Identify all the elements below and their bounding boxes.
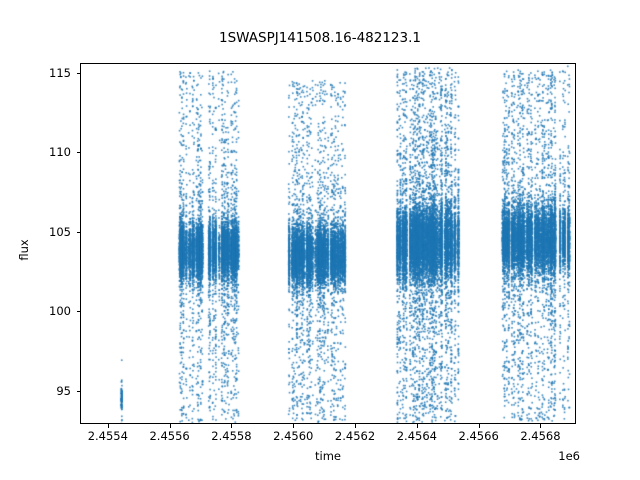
y-tick-mark (76, 390, 80, 392)
x-axis-offset-label: 1e6 (558, 449, 580, 463)
x-tick-label: 2.4562 (334, 429, 376, 443)
x-tick-label: 2.4560 (273, 429, 314, 443)
y-axis-label: flux (17, 239, 31, 261)
x-tick-mark (355, 424, 357, 428)
x-axis-label: time (315, 449, 341, 463)
y-tick-label: 100 (49, 304, 71, 319)
y-tick-mark (76, 152, 80, 154)
x-tick-mark (293, 424, 295, 428)
x-tick-label: 2.4558 (211, 429, 252, 443)
page-title: 1SWASPJ141508.16-482123.1 (219, 30, 421, 46)
x-tick-label: 2.4566 (458, 429, 499, 443)
y-tick-label: 105 (49, 224, 71, 239)
x-tick-mark (107, 424, 109, 428)
y-tick-mark (76, 72, 80, 74)
x-tick-mark (231, 424, 233, 428)
x-tick-mark (478, 424, 480, 428)
x-tick-label: 2.4554 (87, 429, 128, 443)
scatter-plot-canvas (81, 64, 575, 423)
x-tick-mark (169, 424, 171, 428)
x-tick-mark (540, 424, 542, 428)
x-tick-label: 2.4556 (149, 429, 190, 443)
y-tick-label: 115 (49, 65, 71, 80)
x-tick-label: 2.4564 (396, 429, 437, 443)
x-tick-mark (416, 424, 418, 428)
y-tick-label: 95 (56, 383, 71, 398)
plot-axes-area (80, 63, 576, 424)
y-tick-mark (76, 231, 80, 233)
x-tick-label: 2.4568 (520, 429, 561, 443)
y-tick-label: 110 (49, 145, 71, 160)
y-tick-mark (76, 311, 80, 313)
